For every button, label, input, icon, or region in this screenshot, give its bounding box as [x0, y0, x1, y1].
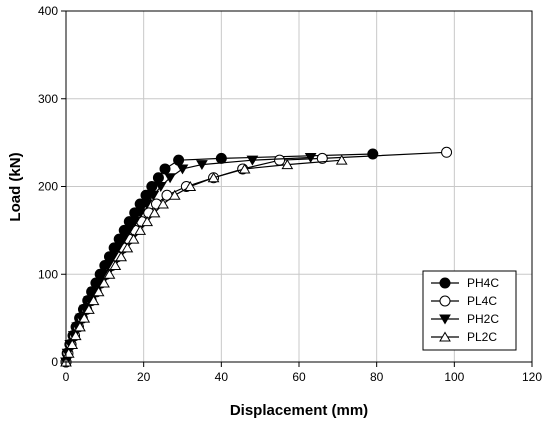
data-point-ph2c: [117, 234, 130, 245]
data-point-pl2c: [184, 181, 197, 191]
data-point-pl2c: [74, 321, 86, 332]
axis-ticks: 0 20 40 60 80 100 120 0 100 200 300 400: [38, 4, 542, 384]
data-point-ph4c: [146, 181, 158, 192]
data-point-pl4c: [441, 146, 453, 158]
data-point-ph2c: [164, 173, 176, 184]
data-point-ph2c: [112, 243, 124, 254]
x-tick-label: 0: [63, 370, 70, 384]
y-tick-label: 400: [38, 4, 58, 18]
data-point-pl2c: [78, 312, 91, 323]
data-point-pl2c: [127, 233, 140, 244]
data-point-ph4c: [173, 154, 185, 166]
data-point-ph2c: [140, 199, 153, 210]
data-point-ph2c: [196, 160, 208, 171]
x-tick-label: 100: [444, 370, 464, 384]
x-tick-label: 20: [137, 370, 151, 384]
data-point-pl2c: [168, 189, 181, 200]
x-tick-label: 120: [522, 370, 542, 384]
data-point-ph2c: [246, 155, 259, 166]
data-point-pl2c: [134, 224, 147, 235]
grid-lines: [66, 11, 532, 362]
x-tick-label: 40: [215, 370, 229, 384]
data-point-ph4c: [367, 148, 379, 160]
y-tick-label: 100: [38, 267, 58, 281]
data-point-ph2c: [107, 252, 119, 263]
data-point-pl2c: [141, 216, 154, 227]
x-tick-label: 60: [292, 370, 306, 384]
data-point-ph4c: [215, 152, 227, 164]
legend-label: PH2C: [467, 312, 499, 326]
data-point-pl2c: [207, 172, 220, 183]
data-point-ph2c: [128, 217, 141, 228]
data-point-pl2c: [103, 268, 116, 279]
data-series: [60, 146, 453, 368]
legend-marker: [439, 277, 451, 289]
legend: PH4C PL4C PH2C PL2C: [422, 270, 517, 351]
data-point-pl2c: [115, 251, 128, 262]
data-point-pl2c: [109, 259, 122, 270]
y-tick-label: 0: [51, 355, 58, 369]
series-pl2c: [60, 154, 348, 367]
data-point-pl4c: [274, 154, 286, 166]
legend-marker: [439, 314, 451, 325]
legend-label: PL2C: [467, 330, 497, 344]
data-point-ph2c: [147, 190, 160, 201]
y-tick-label: 300: [38, 92, 58, 106]
data-point-pl2c: [66, 338, 79, 349]
data-point-ph2c: [97, 269, 109, 280]
legend-label: PL4C: [467, 294, 497, 308]
data-point-pl2c: [238, 163, 251, 174]
legend-item-pl2c: PL2C: [431, 330, 497, 344]
data-point-ph2c: [304, 153, 317, 164]
x-tick-label: 80: [370, 370, 384, 384]
data-point-ph2c: [176, 164, 189, 175]
legend-marker: [439, 331, 451, 342]
data-point-pl2c: [335, 154, 348, 165]
x-axis-title: Displacement (mm): [230, 402, 368, 419]
data-point-pl2c: [121, 242, 134, 253]
legend-marker: [439, 295, 451, 307]
data-point-pl2c: [83, 303, 95, 314]
data-point-ph2c: [154, 182, 167, 192]
legend-item-pl4c: PL4C: [431, 294, 497, 308]
data-point-pl2c: [87, 295, 100, 306]
data-point-ph2c: [134, 208, 147, 219]
legend-item-ph4c: PH4C: [431, 276, 499, 290]
data-point-pl4c: [316, 152, 328, 164]
data-point-ph4c: [152, 172, 164, 184]
legend-label: PH4C: [467, 276, 499, 290]
y-axis-title: Load (kN): [7, 152, 24, 221]
data-point-ph4c: [159, 163, 171, 175]
y-tick-label: 200: [38, 180, 58, 194]
data-point-pl2c: [157, 198, 169, 209]
legend-item-ph2c: PH2C: [431, 312, 499, 326]
data-point-pl2c: [148, 207, 161, 218]
data-point-pl2c: [69, 330, 82, 341]
data-point-ph2c: [123, 225, 135, 236]
data-point-pl2c: [98, 277, 110, 288]
data-point-ph2c: [102, 260, 114, 271]
data-point-pl2c: [92, 286, 105, 297]
data-point-pl2c: [281, 159, 294, 170]
